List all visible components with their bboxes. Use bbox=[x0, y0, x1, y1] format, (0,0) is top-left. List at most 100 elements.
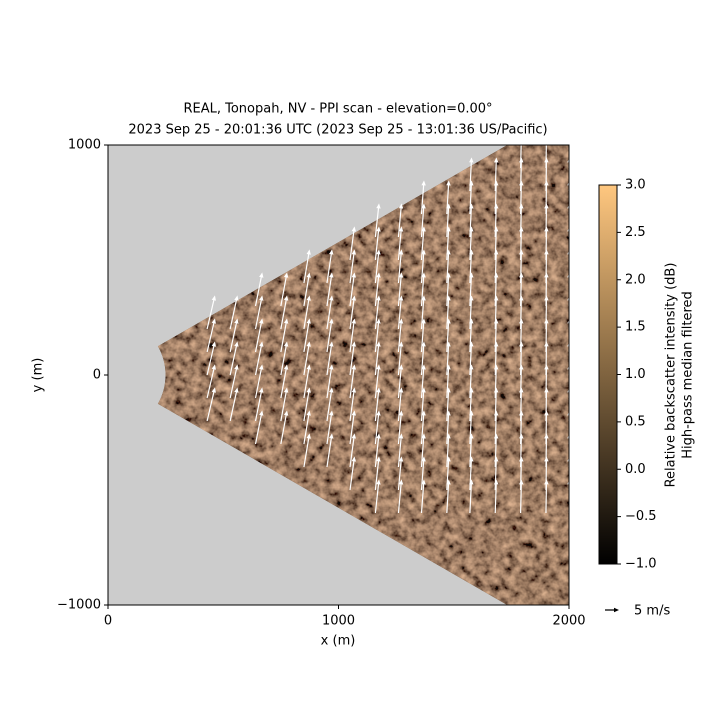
wind-arrow bbox=[280, 364, 289, 399]
wind-arrow bbox=[303, 318, 311, 353]
colorbar-tick-label: 1.0 bbox=[625, 367, 646, 382]
wind-arrow bbox=[519, 341, 524, 376]
wind-arrow bbox=[374, 479, 381, 514]
wind-arrow bbox=[397, 249, 404, 284]
wind-arrow bbox=[519, 295, 524, 330]
wind-arrow bbox=[446, 249, 451, 284]
wind-arrow bbox=[374, 410, 381, 445]
wind-arrow bbox=[469, 295, 474, 330]
wind-arrow bbox=[349, 433, 357, 468]
wind-arrow bbox=[254, 364, 264, 399]
quiver-key-arrow bbox=[605, 607, 619, 613]
wind-arrow bbox=[493, 272, 499, 307]
wind-arrow bbox=[397, 295, 404, 330]
wind-arrow bbox=[229, 341, 239, 376]
wind-arrow bbox=[420, 203, 426, 238]
wind-arrow bbox=[446, 226, 451, 261]
wind-arrow bbox=[397, 410, 404, 445]
wind-arrow bbox=[469, 157, 474, 192]
wind-arrow bbox=[544, 410, 549, 445]
wind-arrow bbox=[469, 272, 474, 307]
colorbar-tick-label: 3.0 bbox=[625, 178, 646, 193]
wind-arrow bbox=[493, 318, 499, 353]
wind-arrow bbox=[420, 249, 426, 284]
colorbar-tick-label: 0.0 bbox=[625, 462, 646, 477]
wind-arrow bbox=[469, 479, 474, 514]
wind-arrow bbox=[374, 226, 381, 261]
wind-arrow bbox=[469, 226, 474, 261]
wind-arrow bbox=[397, 203, 404, 238]
wind-arrow bbox=[303, 272, 311, 307]
wind-arrow bbox=[397, 341, 404, 376]
wind-arrow bbox=[420, 295, 426, 330]
wind-arrow bbox=[519, 318, 524, 353]
wind-arrow bbox=[544, 249, 549, 284]
wind-arrow bbox=[420, 410, 426, 445]
wind-arrow bbox=[420, 364, 426, 399]
x-tick-label: 2000 bbox=[552, 614, 585, 629]
wind-arrow bbox=[326, 387, 334, 422]
wind-arrow bbox=[280, 410, 289, 445]
wind-arrow bbox=[303, 341, 311, 376]
wind-arrow bbox=[519, 410, 524, 445]
wind-arrow bbox=[469, 387, 474, 422]
wind-arrow bbox=[374, 295, 381, 330]
wind-arrow bbox=[280, 387, 289, 422]
wind-arrow bbox=[493, 203, 499, 238]
wind-arrow bbox=[420, 479, 426, 514]
wind-arrow bbox=[446, 272, 451, 307]
wind-arrow bbox=[493, 456, 499, 491]
wind-arrow bbox=[229, 387, 239, 422]
wind-arrow bbox=[229, 295, 239, 330]
wind-arrow bbox=[519, 272, 524, 307]
wind-arrow bbox=[544, 433, 549, 468]
wind-arrow bbox=[493, 295, 499, 330]
wind-arrow bbox=[349, 456, 357, 491]
wind-arrow bbox=[446, 433, 451, 468]
wind-arrow bbox=[493, 249, 499, 284]
wind-arrow bbox=[544, 479, 549, 514]
wind-arrow bbox=[544, 226, 549, 261]
y-tick-label: 1000 bbox=[68, 138, 101, 153]
wind-arrow bbox=[544, 318, 549, 353]
wind-arrow bbox=[469, 203, 474, 238]
wind-arrow bbox=[280, 341, 289, 376]
wind-arrow bbox=[397, 433, 404, 468]
wind-arrow bbox=[446, 341, 451, 376]
wind-arrow bbox=[544, 456, 549, 491]
wind-arrow bbox=[397, 318, 404, 353]
wind-arrow bbox=[280, 318, 289, 353]
colorbar-tick-label: −0.5 bbox=[625, 509, 657, 524]
wind-arrow bbox=[544, 157, 549, 192]
wind-arrow bbox=[446, 203, 451, 238]
wind-arrow bbox=[420, 433, 426, 468]
wind-arrow bbox=[374, 272, 381, 307]
colorbar-tick-label: 0.5 bbox=[625, 414, 646, 429]
wind-arrow bbox=[420, 318, 426, 353]
wind-arrow bbox=[374, 387, 381, 422]
wind-arrow bbox=[349, 318, 357, 353]
chart-title: REAL, Tonopah, NV - PPI scan - elevation… bbox=[183, 102, 492, 117]
wind-arrow bbox=[374, 318, 381, 353]
wind-arrow bbox=[519, 249, 524, 284]
wind-arrow bbox=[326, 295, 334, 330]
wind-arrow bbox=[493, 341, 499, 376]
colorbar-tick-label: 2.5 bbox=[625, 225, 646, 240]
wind-arrow bbox=[397, 479, 404, 514]
wind-arrow bbox=[254, 295, 264, 330]
wind-arrow bbox=[254, 387, 264, 422]
wind-arrow bbox=[280, 272, 289, 307]
wind-arrow bbox=[446, 295, 451, 330]
wind-arrow bbox=[206, 387, 216, 422]
wind-arrow bbox=[446, 410, 451, 445]
wind-arrow bbox=[326, 410, 334, 445]
wind-arrow bbox=[229, 364, 239, 399]
wind-arrow bbox=[446, 387, 451, 422]
colorbar-tick-label: −1.0 bbox=[625, 557, 657, 572]
x-tick-label: 1000 bbox=[322, 614, 355, 629]
quiver-key-label: 5 m/s bbox=[634, 604, 670, 619]
wind-arrow bbox=[326, 341, 334, 376]
wind-arrow bbox=[519, 364, 524, 399]
wind-arrow bbox=[374, 203, 381, 238]
